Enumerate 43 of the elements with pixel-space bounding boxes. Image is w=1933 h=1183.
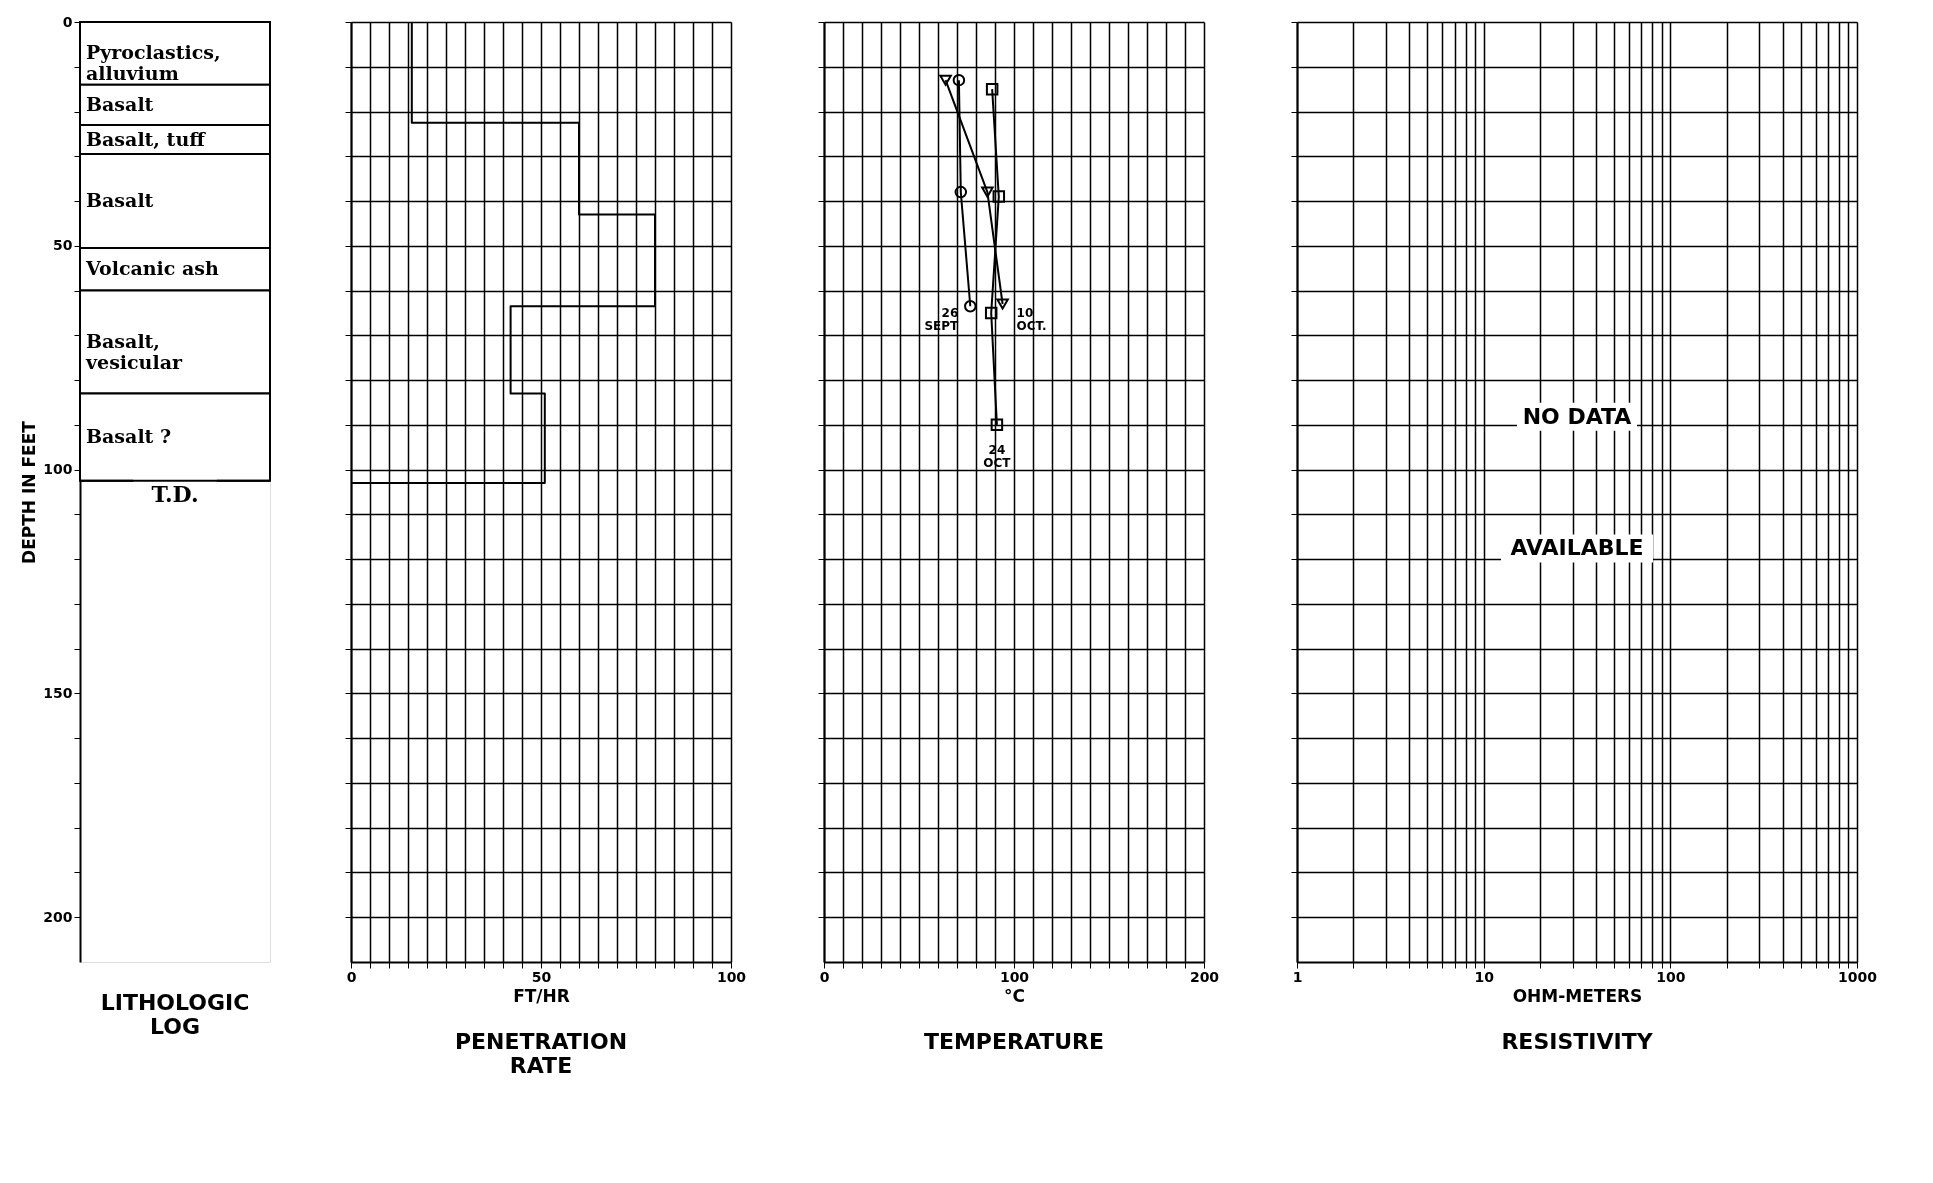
point xyxy=(985,82,999,96)
annotation: NO DATA xyxy=(1522,403,1632,429)
x-tick-label: 100 xyxy=(1656,968,1686,985)
text: RESISTIVITY xyxy=(1501,1029,1654,1054)
point xyxy=(954,185,968,199)
series-label: Pyroclastics, alluvium xyxy=(86,41,221,85)
series-label: Basalt, vesicular xyxy=(85,330,183,374)
text: TEMPERATURE xyxy=(923,1029,1105,1054)
series-label: Volcanic ash xyxy=(85,257,219,280)
x-tick-label: 0 xyxy=(819,968,830,985)
series-label: Basalt xyxy=(86,92,154,115)
x-tick-label: 10 xyxy=(1474,968,1495,985)
x-tick-label: 0 xyxy=(346,968,357,985)
point xyxy=(939,74,952,86)
series-label: Basalt, tuff xyxy=(86,127,207,150)
point xyxy=(992,190,1006,203)
text: PENETRATION RATE xyxy=(454,1029,628,1078)
point xyxy=(964,300,977,313)
point xyxy=(990,418,1004,432)
series-label: Basalt xyxy=(86,189,154,212)
ref-line-label: T.D. xyxy=(151,480,199,507)
y-tick-label: 0 xyxy=(62,13,73,30)
x-axis-title: °C xyxy=(1004,985,1025,1006)
point xyxy=(996,298,1009,310)
y-tick-label: 100 xyxy=(43,461,73,478)
point xyxy=(981,186,994,198)
point xyxy=(984,306,998,320)
x-tick-label: 1000 xyxy=(1838,968,1878,985)
text: LITHOLOGIC LOG xyxy=(100,989,250,1039)
x-tick-label: 200 xyxy=(1189,968,1220,985)
x-tick-label: 100 xyxy=(716,968,747,985)
y-tick-label: 200 xyxy=(43,908,73,925)
y-tick-label: 50 xyxy=(53,237,73,254)
series-label: Basalt ? xyxy=(86,425,172,448)
x-axis-title: OHM-METERS xyxy=(1512,985,1643,1006)
point xyxy=(952,73,966,87)
y-axis-title: DEPTH IN FEET xyxy=(19,420,40,564)
annotation: AVAILABLE xyxy=(1510,535,1644,561)
x-tick-label: 50 xyxy=(531,968,552,985)
x-tick-label: 100 xyxy=(999,968,1030,985)
y-tick-label: 150 xyxy=(43,684,73,701)
x-axis-title: FT/HR xyxy=(513,985,570,1006)
x-tick-label: 1 xyxy=(1292,968,1303,985)
